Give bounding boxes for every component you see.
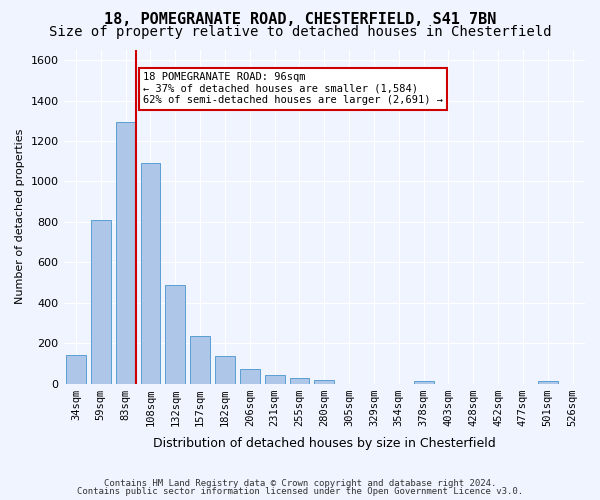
Text: Contains HM Land Registry data © Crown copyright and database right 2024.: Contains HM Land Registry data © Crown c… [104, 478, 496, 488]
Bar [190, 336, 210, 384]
Bar [265, 375, 284, 384]
Bar [538, 381, 557, 384]
Bar [240, 370, 260, 384]
Bar [140, 163, 160, 384]
Bar [116, 122, 136, 384]
X-axis label: Distribution of detached houses by size in Chesterfield: Distribution of detached houses by size … [153, 437, 496, 450]
Bar [314, 380, 334, 384]
Text: 18 POMEGRANATE ROAD: 96sqm
← 37% of detached houses are smaller (1,584)
62% of s: 18 POMEGRANATE ROAD: 96sqm ← 37% of deta… [143, 72, 443, 106]
Bar [66, 355, 86, 384]
Text: 18, POMEGRANATE ROAD, CHESTERFIELD, S41 7BN: 18, POMEGRANATE ROAD, CHESTERFIELD, S41 … [104, 12, 496, 28]
Bar [91, 220, 111, 384]
Bar [413, 381, 434, 384]
Bar [290, 378, 310, 384]
Text: Contains public sector information licensed under the Open Government Licence v3: Contains public sector information licen… [77, 487, 523, 496]
Y-axis label: Number of detached properties: Number of detached properties [15, 129, 25, 304]
Text: Size of property relative to detached houses in Chesterfield: Size of property relative to detached ho… [49, 25, 551, 39]
Bar [166, 286, 185, 384]
Bar [215, 356, 235, 384]
